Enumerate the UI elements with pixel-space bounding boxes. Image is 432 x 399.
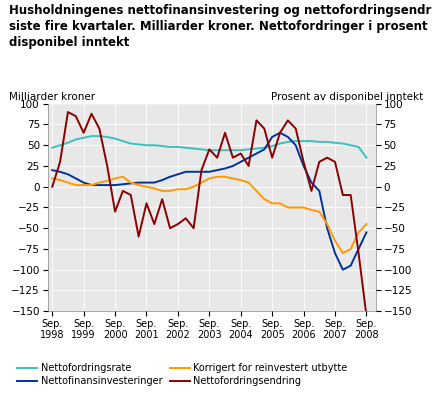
Legend: Nettofordringsrate, Nettofinansinvesteringer, Korrigert for reinvestert utbytte,: Nettofordringsrate, Nettofinansinvesteri… xyxy=(13,359,352,390)
Text: Milliarder kroner: Milliarder kroner xyxy=(9,92,95,102)
Text: Prosent av disponibel inntekt: Prosent av disponibel inntekt xyxy=(271,92,423,102)
Text: Husholdningenes nettofinansinvestering og nettofordringsendring
siste fire kvart: Husholdningenes nettofinansinvestering o… xyxy=(9,4,432,49)
